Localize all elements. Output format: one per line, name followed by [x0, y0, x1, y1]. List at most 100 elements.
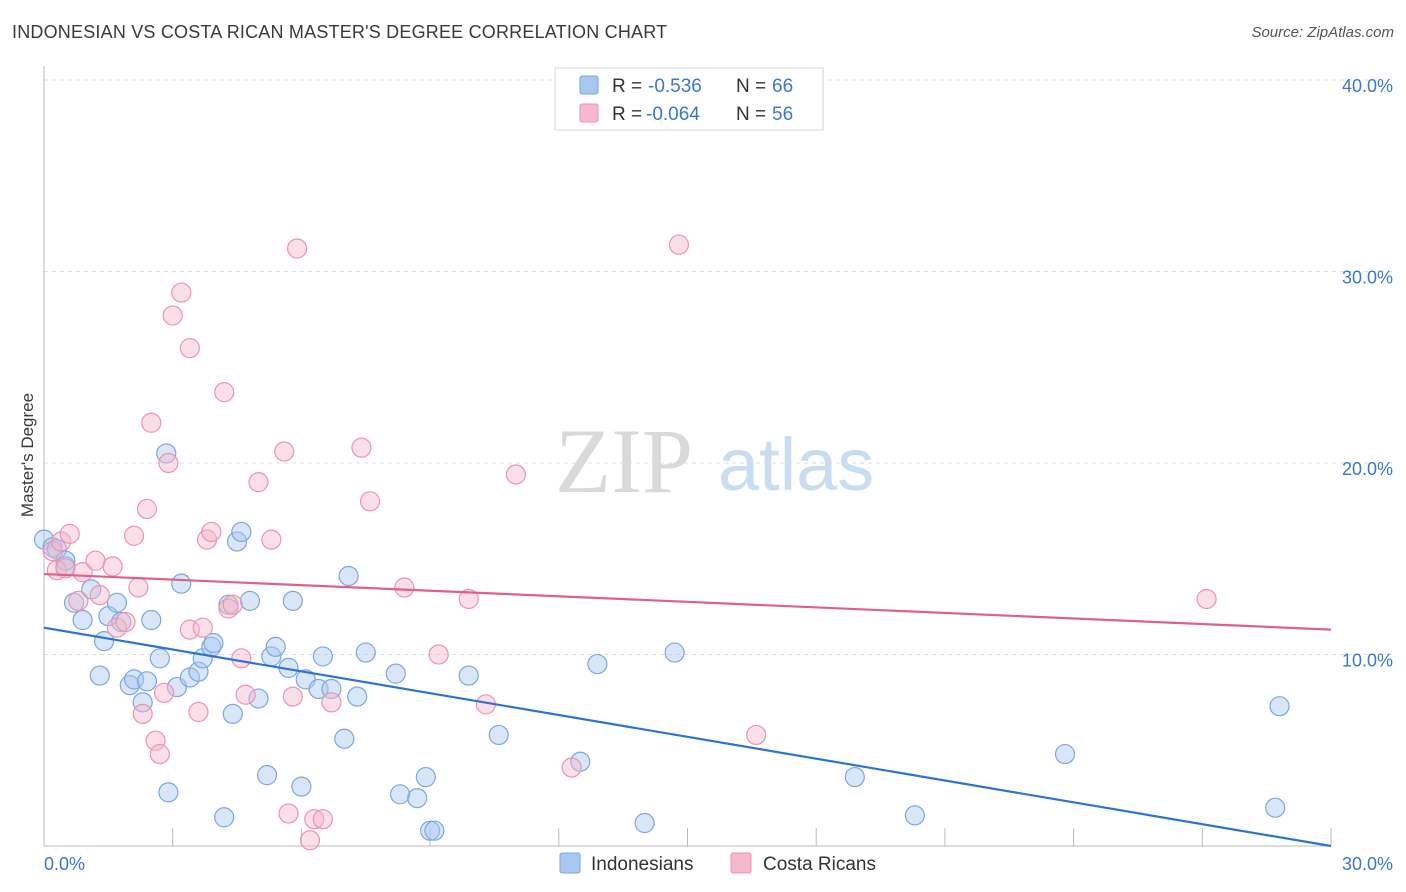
point-indonesians-62 [904, 805, 925, 826]
trend-line-costa-ricans [43, 572, 1332, 631]
point-costa-ricans-25 [188, 701, 209, 723]
legend-n-label-1: N = [736, 76, 766, 97]
point-costa-ricans-4 [59, 523, 80, 544]
point-costa-ricans-21 [162, 305, 183, 326]
point-indonesians-47 [347, 686, 368, 707]
point-costa-ricans-19 [154, 682, 175, 703]
point-costa-ricans-32 [231, 648, 252, 669]
point-indonesians-30 [222, 703, 243, 724]
point-indonesians-55 [458, 665, 479, 686]
point-costa-ricans-35 [261, 529, 282, 550]
legend-bottom: Indonesians Costa Ricans [559, 852, 876, 875]
point-costa-ricans-33 [235, 684, 256, 705]
point-costa-ricans-14 [132, 703, 153, 724]
point-indonesians-18 [149, 648, 170, 669]
legend-bottom-swatch-costa-ricans [730, 852, 752, 874]
point-costa-ricans-36 [274, 441, 295, 462]
point-indonesians-14 [123, 669, 145, 690]
point-costa-ricans-37 [278, 803, 299, 824]
point-costa-ricans-51 [561, 757, 582, 778]
point-costa-ricans-53 [746, 724, 767, 746]
point-costa-ricans-17 [145, 730, 166, 751]
point-indonesians-33 [239, 590, 261, 611]
point-indonesians-53 [420, 820, 441, 841]
point-indonesians-35 [256, 765, 278, 786]
point-costa-ricans-38 [282, 686, 303, 707]
point-indonesians-64 [1265, 797, 1286, 818]
x-tick-label-0: 0.0% [44, 854, 85, 874]
chart-title: INDONESIAN VS COSTA RICAN MASTER'S DEGRE… [12, 22, 668, 42]
point-indonesians-11 [106, 592, 128, 613]
point-indonesians-32 [231, 521, 252, 543]
point-costa-ricans-7 [85, 550, 106, 571]
point-costa-ricans-9 [102, 556, 123, 577]
point-indonesians-48 [355, 642, 376, 663]
point-costa-ricans-39 [287, 238, 308, 259]
point-costa-ricans-5 [68, 590, 89, 611]
point-costa-ricans-12 [123, 525, 145, 546]
point-indonesians-51 [407, 788, 428, 809]
point-costa-ricans-28 [201, 521, 222, 543]
point-indonesians-16 [136, 671, 158, 692]
point-costa-ricans-2 [51, 531, 72, 552]
point-costa-ricans-45 [359, 491, 381, 512]
series-indonesians [33, 443, 1290, 841]
y-tick-label-2: 30.0% [1342, 268, 1393, 288]
series-costa-ricans [42, 234, 1217, 851]
legend-r-label-1: R = [612, 76, 642, 97]
point-indonesians-27 [203, 632, 224, 654]
point-indonesians-39 [282, 590, 303, 611]
y-axis-label: Master's Degree [18, 393, 37, 517]
point-indonesians-63 [1054, 743, 1076, 765]
point-costa-ricans-13 [128, 577, 149, 598]
point-indonesians-43 [312, 646, 333, 667]
point-costa-ricans-3 [55, 558, 76, 579]
series-layer [33, 234, 1332, 851]
point-costa-ricans-44 [351, 437, 372, 458]
point-costa-ricans-31 [222, 594, 243, 615]
point-indonesians-61 [844, 766, 865, 788]
point-indonesians-15 [132, 692, 153, 713]
point-indonesians-46 [338, 565, 359, 587]
trend-line-indonesians [43, 626, 1332, 848]
legend-n-value-2: 56 [772, 104, 793, 125]
point-indonesians-28 [214, 807, 235, 828]
x-tick-labels: 0.0% 30.0% [44, 854, 1393, 874]
source-label: Source: ZipAtlas.com [1251, 24, 1394, 41]
point-costa-ricans-11 [115, 611, 136, 633]
point-indonesians-58 [587, 653, 608, 675]
point-costa-ricans-40 [299, 830, 321, 851]
point-indonesians-22 [171, 573, 192, 594]
point-costa-ricans-24 [179, 619, 200, 640]
legend-swatch-costa-ricans [579, 103, 599, 123]
point-indonesians-65 [1269, 696, 1290, 717]
point-indonesians-8 [89, 665, 110, 686]
point-costa-ricans-47 [428, 644, 449, 665]
point-costa-ricans-29 [214, 382, 235, 403]
legend-bottom-swatch-indonesians [559, 852, 581, 874]
point-costa-ricans-8 [89, 585, 110, 606]
point-costa-ricans-46 [394, 577, 415, 598]
legend-box [554, 67, 824, 131]
point-indonesians-59 [634, 812, 655, 834]
watermark-zip: ZIP [555, 410, 693, 512]
x-ticks [172, 828, 1332, 846]
point-costa-ricans-15 [136, 498, 158, 520]
point-indonesians-49 [385, 663, 406, 684]
x-tick-label-1: 30.0% [1342, 854, 1393, 874]
point-costa-ricans-20 [158, 452, 179, 474]
point-indonesians-54 [424, 820, 445, 841]
point-costa-ricans-52 [668, 234, 690, 255]
point-indonesians-56 [488, 724, 509, 746]
point-indonesians-24 [188, 661, 209, 682]
point-indonesians-34 [248, 688, 269, 709]
point-indonesians-45 [334, 728, 355, 749]
point-indonesians-17 [141, 609, 162, 631]
y-tick-labels: 10.0% 20.0% 30.0% 40.0% [1342, 76, 1393, 671]
legend-n-label-2: N = [736, 104, 766, 125]
legend-bottom-label-costa-ricans: Costa Ricans [763, 854, 876, 875]
point-indonesians-40 [291, 776, 312, 797]
point-costa-ricans-34 [248, 472, 269, 493]
point-indonesians-37 [265, 636, 286, 657]
